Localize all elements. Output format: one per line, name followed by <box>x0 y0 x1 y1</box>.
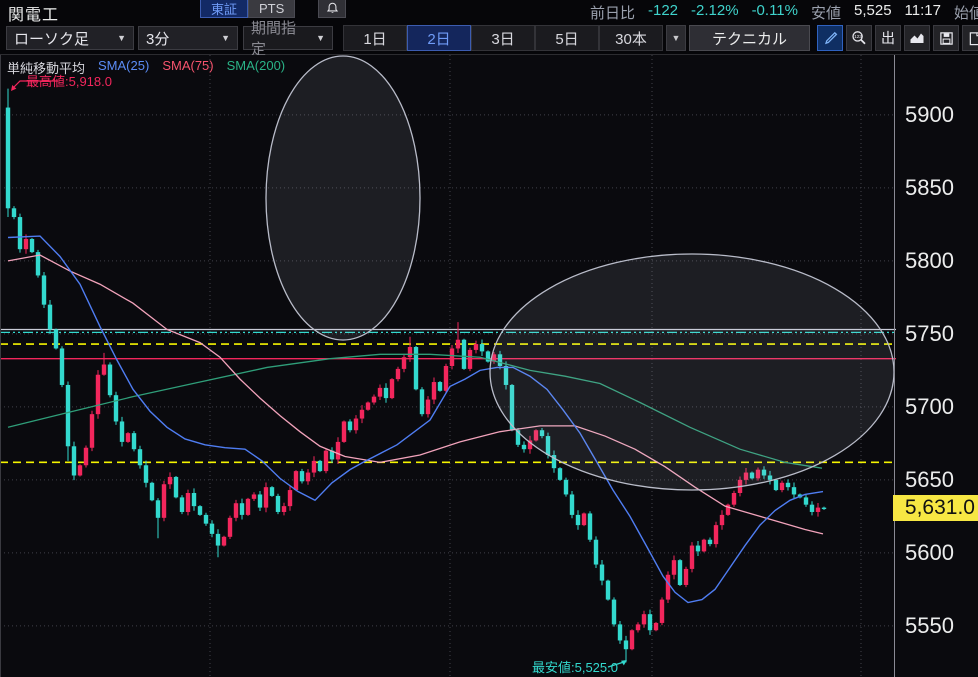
period-dropdown-arrow[interactable]: ▼ <box>666 25 686 51</box>
export-glyph: 出 <box>881 30 895 46</box>
axis-tick: 5900 <box>905 101 954 127</box>
legend-sma75: SMA(75) <box>162 58 214 73</box>
stock-name: 関電工 <box>8 7 60 24</box>
axis-tick: 5650 <box>905 466 954 492</box>
chevron-down-icon: ▼ <box>117 33 126 43</box>
floppy-disk-icon <box>939 31 953 45</box>
save-button[interactable] <box>933 25 959 51</box>
chevron-down-icon: ▼ <box>316 33 325 43</box>
tab-2day[interactable]: 2日 <box>407 25 471 51</box>
legend-sma200: SMA(200) <box>226 58 286 73</box>
sma25-line <box>7 235 824 604</box>
chart-toolbar: ローソク足 ▼ 3分 ▼ 期間指定 ▼ 1日 2日 3日 5日 30本 ▼ テク… <box>0 20 978 58</box>
tab-5day[interactable]: 5日 <box>535 25 599 51</box>
chart-type-select[interactable]: ローソク足 ▼ <box>6 26 134 50</box>
period-tabs: 1日 2日 3日 5日 30本 <box>343 25 663 51</box>
period-range-value: 期間指定 <box>251 20 297 58</box>
tab-tosho[interactable]: 東証 <box>200 0 249 18</box>
tab-pts[interactable]: PTS <box>248 0 296 18</box>
legend-sma25: SMA(25) <box>98 58 150 73</box>
candlestick-plot[interactable]: 最高値:5,918.0 最安値:5,525.0 <box>0 55 896 677</box>
low-value-label: 最安値:5,525.0 <box>532 660 618 675</box>
sma75-line <box>7 254 824 535</box>
low-label: 安値 <box>810 5 841 22</box>
candles-layer <box>5 88 827 663</box>
chart-style-button[interactable] <box>904 25 930 51</box>
drawn-ellipse-2[interactable] <box>489 253 895 491</box>
axis-tick: 5700 <box>905 393 954 419</box>
chevron-down-icon: ▼ <box>221 33 230 43</box>
clipboard-icon <box>969 31 978 45</box>
last-price-tag: 5,631.0 <box>893 494 978 521</box>
zoom-values-button[interactable]: 123 <box>846 25 872 51</box>
copy-button[interactable] <box>962 25 978 51</box>
prev-day-label: 前日比 <box>589 5 635 22</box>
axis-tick: 5600 <box>905 539 954 565</box>
magnifier-123-icon: 123 <box>852 31 866 45</box>
alert-bell-button[interactable] <box>318 0 346 18</box>
axis-tick: 5800 <box>905 247 954 273</box>
low-value: 5,525 <box>854 2 892 19</box>
low-time: 11:17 <box>904 2 941 19</box>
bell-icon <box>326 2 338 14</box>
period-range-select[interactable]: 期間指定 ▼ <box>243 20 333 58</box>
change-value: -122 <box>648 2 679 19</box>
hilo-labels-layer: 最高値:5,918.0 最安値:5,525.0 <box>11 74 627 675</box>
export-button[interactable]: 出 <box>875 25 901 51</box>
axis-tick: 5750 <box>905 320 954 346</box>
title-bar: 関電工 東証 PTS 前日比 -122 -2.12% -0.11% 安値 5,5… <box>0 0 978 24</box>
sma-legend: 単純移動平均 SMA(25) SMA(75) SMA(200) <box>7 58 285 77</box>
axis-tick: 5850 <box>905 174 954 200</box>
drawn-annotations-layer <box>265 55 895 491</box>
tab-3day[interactable]: 3日 <box>471 25 535 51</box>
open-label: 始値 <box>953 5 978 22</box>
area-chart-icon <box>910 33 924 43</box>
interval-value: 3分 <box>146 30 170 48</box>
change-percent: -2.12% <box>691 2 739 19</box>
market-tabs: 東証 PTS <box>200 0 296 18</box>
draw-pencil-button[interactable] <box>817 25 843 51</box>
interval-select[interactable]: 3分 ▼ <box>138 26 238 50</box>
sma200-line <box>7 353 823 469</box>
price-axis[interactable]: 5900 5850 5800 5750 5700 5650 5600 5550 5,631.0 <box>893 55 978 677</box>
technical-button[interactable]: テクニカル <box>688 25 810 51</box>
price-chart[interactable]: 最高値:5,918.0 最安値:5,525.0 単純移動平均 SMA(25) SM… <box>0 55 978 677</box>
chart-type-value: ローソク足 <box>14 30 90 48</box>
pencil-icon <box>824 31 837 44</box>
quote-strip: 前日比 -122 -2.12% -0.11% 安値 5,525 11:17 始値 <box>590 2 978 23</box>
tab-1day[interactable]: 1日 <box>343 25 407 51</box>
high-value-label: 最高値:5,918.0 <box>26 74 112 89</box>
grid-layer <box>0 55 896 677</box>
sma-layer <box>7 235 824 604</box>
axis-tick: 5550 <box>905 612 954 638</box>
horizontal-lines-layer <box>0 328 896 464</box>
svg-text:123: 123 <box>854 34 862 39</box>
tab-30bars[interactable]: 30本 <box>599 25 663 51</box>
legend-title: 単純移動平均 <box>7 61 86 76</box>
secondary-percent: -0.11% <box>751 2 798 19</box>
drawn-ellipse-1[interactable] <box>265 55 421 341</box>
